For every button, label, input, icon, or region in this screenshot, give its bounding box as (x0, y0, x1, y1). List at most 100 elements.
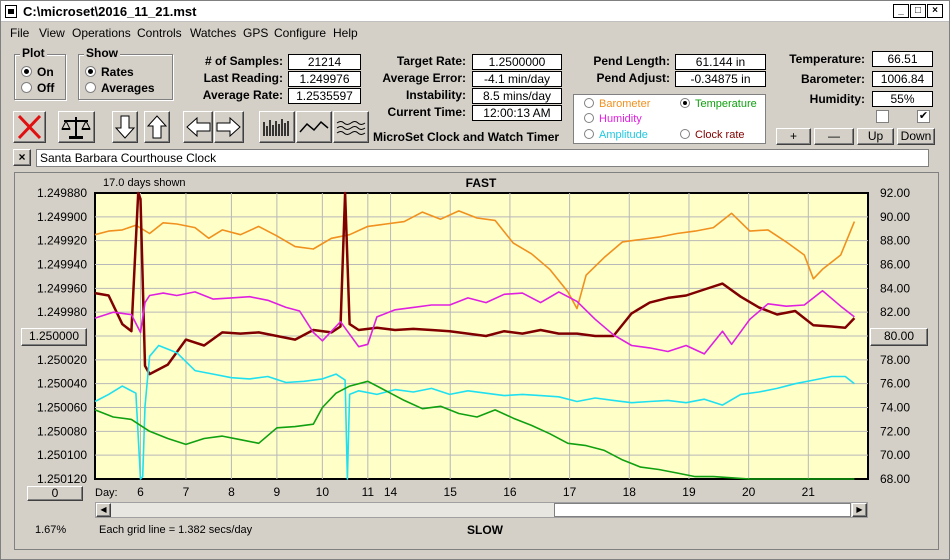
bars-view-button[interactable] (259, 111, 295, 143)
plus-button[interactable]: + (776, 128, 811, 145)
right-arrow-button[interactable] (214, 111, 244, 143)
scroll-right-arrow-icon[interactable]: ▶ (852, 503, 867, 517)
barometer-option[interactable]: Barometer (584, 98, 650, 110)
current-time-label: Current Time: (387, 105, 466, 119)
menu-view[interactable]: View (39, 26, 65, 40)
up-arrow-button[interactable] (144, 111, 170, 143)
temperature-value: 66.51 (872, 51, 933, 67)
down-arrow-button[interactable] (112, 111, 138, 143)
amplitude-series-line (94, 344, 855, 480)
right-tick-label: 88.00 (880, 234, 910, 248)
amplitude-option[interactable]: Amplitude (584, 129, 648, 141)
right-tick-label: 72.00 (880, 424, 910, 438)
scale-icon (61, 117, 91, 139)
stop-button[interactable] (13, 111, 46, 143)
clear-clock-button[interactable]: × (13, 149, 31, 166)
up-button[interactable]: Up (857, 128, 894, 145)
left-arrow-button[interactable] (183, 111, 213, 143)
barometer-label: Barometer: (800, 72, 865, 86)
barometer-value: 1006.84 (872, 71, 933, 87)
minus-button[interactable]: — (814, 128, 854, 145)
maximize-icon[interactable]: □ (910, 4, 926, 18)
day-axis-label: Day: (95, 487, 118, 499)
menu-bar: File View Operations Controls Watches GP… (1, 23, 949, 43)
balance-button[interactable] (58, 111, 95, 143)
scroll-left-arrow-icon[interactable]: ◀ (96, 503, 111, 517)
menu-watches[interactable]: Watches (190, 26, 237, 40)
app-icon (5, 5, 17, 18)
day-tick-label: 10 (316, 485, 330, 499)
plot-off-radio[interactable]: Off (21, 81, 54, 95)
temperature-series-line (94, 380, 855, 480)
left-tick-label: 1.250120 (37, 472, 87, 486)
slow-label: SLOW (467, 523, 504, 537)
minimize-icon[interactable]: _ (893, 4, 909, 18)
barometer-series-line (94, 210, 856, 310)
wave-view-button[interactable] (333, 111, 369, 143)
left-checkbox[interactable] (876, 110, 889, 123)
grid-note-text: Each grid line = 1.382 secs/day (99, 524, 253, 536)
clock-name-field[interactable]: Santa Barbara Courthouse Clock (36, 149, 929, 167)
horizontal-scrollbar[interactable]: ◀ ▶ (95, 502, 868, 518)
down-button[interactable]: Down (897, 128, 935, 145)
samples-value: 21214 (288, 54, 361, 70)
right-tick-label: 92.00 (880, 186, 910, 200)
pend-length-label: Pend Length: (593, 54, 670, 68)
show-group (78, 54, 173, 100)
day-tick-label: 20 (742, 485, 756, 499)
right-tick-label: 68.00 (880, 472, 910, 486)
menu-help[interactable]: Help (333, 26, 358, 40)
humidity-value: 55% (872, 91, 933, 107)
right-checkbox[interactable]: ✔ (917, 110, 930, 123)
menu-operations[interactable]: Operations (72, 26, 131, 40)
left-tick-label: 1.250060 (37, 401, 87, 415)
menu-controls[interactable]: Controls (137, 26, 182, 40)
right-tick-label: 82.00 (880, 305, 910, 319)
left-tick-label: 1.249920 (37, 234, 87, 248)
zero-button[interactable]: 0 (27, 486, 83, 501)
left-tick-label: 1.250040 (37, 377, 87, 391)
show-averages-radio[interactable]: Averages (85, 81, 155, 95)
menu-file[interactable]: File (10, 26, 30, 40)
right-tick-label: 70.00 (880, 448, 910, 462)
day-tick-label: 14 (384, 485, 398, 499)
show-group-label: Show (84, 46, 120, 60)
instability-value: 8.5 mins/day (472, 88, 562, 104)
show-rates-radio[interactable]: Rates (85, 65, 134, 79)
day-tick-label: 16 (503, 485, 517, 499)
left-tick-label: 1.249880 (37, 186, 87, 200)
target-rate-label: Target Rate: (396, 54, 466, 68)
scroll-thumb[interactable] (554, 503, 851, 517)
plot-group-label: Plot (20, 46, 47, 60)
day-tick-label: 21 (802, 485, 816, 499)
left-tick-label: 1.249940 (37, 258, 87, 272)
last-reading-value: 1.249976 (288, 71, 361, 87)
left-tick-label: 1.249900 (37, 210, 87, 224)
close-icon[interactable]: × (927, 4, 943, 18)
left-scale-button[interactable]: 1.250000 (21, 328, 87, 346)
title-bar: C:\microset\2016_11_21.mst _ □ × (1, 1, 949, 22)
menu-gps[interactable]: GPS (243, 26, 269, 40)
arrow-left-icon (186, 116, 211, 138)
right-scale-button[interactable]: 80.00 (870, 328, 928, 346)
left-tick-label: 1.249980 (37, 305, 87, 319)
left-tick-label: 1.249960 (37, 281, 87, 295)
bar-chart-icon (263, 119, 289, 136)
day-tick-label: 11 (362, 485, 375, 499)
clock-rate-series-line (94, 191, 856, 376)
humidity-option[interactable]: Humidity (584, 113, 642, 125)
line-view-button[interactable] (296, 111, 332, 143)
clock-rate-option[interactable]: Clock rate (680, 129, 745, 141)
day-tick-label: 9 (274, 485, 281, 499)
plot-on-radio[interactable]: On (21, 65, 54, 79)
day-tick-label: 15 (444, 485, 458, 499)
arrow-down-icon (114, 115, 136, 139)
right-tick-label: 84.00 (880, 281, 910, 295)
menu-configure[interactable]: Configure (274, 26, 327, 40)
current-time-value: 12:00:13 AM (472, 105, 562, 121)
instability-label: Instability: (405, 88, 466, 102)
day-tick-label: 7 (183, 485, 190, 499)
temperature-option[interactable]: Temperature (680, 98, 757, 110)
right-tick-label: 74.00 (880, 401, 910, 415)
